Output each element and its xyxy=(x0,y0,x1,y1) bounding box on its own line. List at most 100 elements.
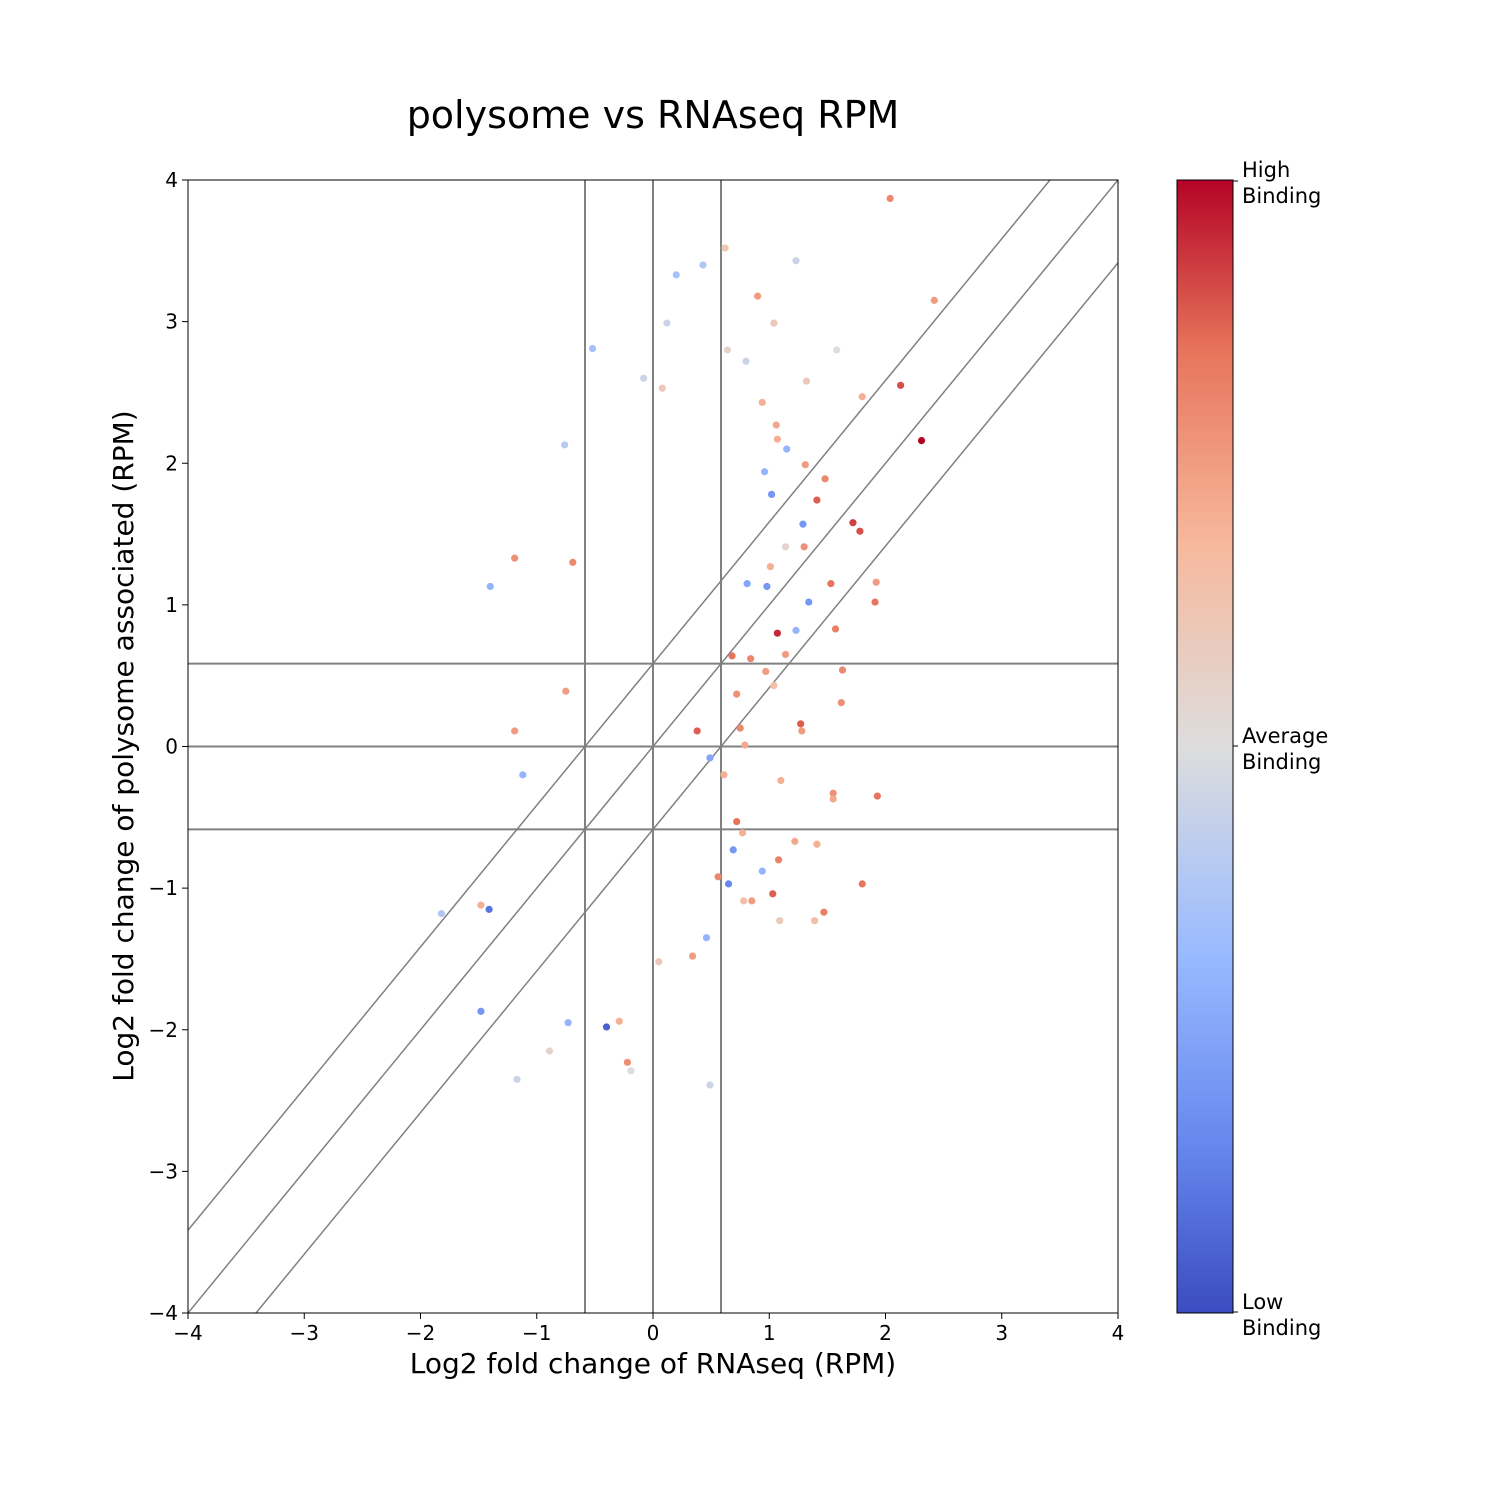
diagonal-reference-line-1 xyxy=(188,180,1118,1313)
y-tick-label: 2 xyxy=(165,451,178,475)
colorbar-label-mid: Average Binding xyxy=(1242,724,1335,774)
reference-lines xyxy=(188,180,1118,1313)
data-point xyxy=(747,655,755,663)
data-point xyxy=(838,666,847,674)
data-point xyxy=(728,652,736,660)
data-point xyxy=(774,856,783,864)
data-point xyxy=(769,890,777,898)
data-point xyxy=(564,1019,572,1027)
data-point xyxy=(805,598,813,606)
data-point xyxy=(801,461,809,469)
data-point xyxy=(856,527,864,535)
data-point xyxy=(672,271,680,279)
y-axis-ticks: −4 −3 −2 −1 0 1 2 3 4 xyxy=(149,168,188,1325)
colorbar-label-low: Low Binding xyxy=(1242,1290,1321,1340)
data-point xyxy=(781,543,790,551)
data-point xyxy=(702,934,711,942)
y-tick-label: 3 xyxy=(165,310,178,334)
data-point xyxy=(773,629,781,637)
data-point xyxy=(792,257,800,265)
data-point xyxy=(831,625,840,633)
data-point xyxy=(736,724,744,732)
data-point xyxy=(886,194,894,203)
data-point xyxy=(791,837,799,845)
colorbar: High Binding Average Binding Low Binding xyxy=(1176,158,1335,1340)
data-point xyxy=(849,519,857,527)
colorbar-label-high: High Binding xyxy=(1242,158,1321,208)
data-point xyxy=(827,580,835,588)
data-point xyxy=(800,543,808,551)
data-point xyxy=(588,344,597,353)
data-point xyxy=(513,1075,521,1083)
data-point xyxy=(763,582,771,591)
y-tick-label: −4 xyxy=(149,1301,178,1325)
data-point xyxy=(871,598,879,606)
data-point xyxy=(699,261,707,269)
data-point xyxy=(802,377,811,385)
data-point xyxy=(772,421,780,429)
x-tick-label: −3 xyxy=(290,1321,319,1345)
x-tick-label: −1 xyxy=(522,1321,551,1345)
chart-title: polysome vs RNAseq RPM xyxy=(407,93,900,137)
data-point xyxy=(792,626,800,634)
data-point xyxy=(783,445,791,453)
data-point xyxy=(758,867,766,875)
data-point xyxy=(762,667,770,676)
y-tick-label: 1 xyxy=(165,593,178,617)
x-tick-label: −2 xyxy=(406,1321,435,1345)
data-point xyxy=(829,789,837,797)
x-tick-label: −4 xyxy=(173,1321,202,1345)
data-point xyxy=(743,580,751,588)
diagonal-reference-line-2 xyxy=(255,261,1118,1313)
data-point xyxy=(770,319,778,327)
data-point xyxy=(798,727,806,735)
data-point xyxy=(740,897,748,905)
data-point xyxy=(742,357,750,365)
data-point xyxy=(821,475,829,483)
data-point xyxy=(721,244,729,252)
data-point xyxy=(724,880,733,888)
data-point xyxy=(930,296,938,304)
data-point xyxy=(688,952,697,960)
x-tick-label: 0 xyxy=(647,1321,660,1345)
data-point xyxy=(511,554,519,562)
data-point xyxy=(706,1081,714,1089)
data-point xyxy=(485,905,493,913)
data-point xyxy=(829,795,837,803)
data-point xyxy=(813,840,821,848)
data-point xyxy=(754,292,762,300)
colorbar-gradient xyxy=(1176,179,1234,1314)
data-point xyxy=(623,1058,632,1066)
data-point xyxy=(693,727,701,735)
x-tick-label: 2 xyxy=(879,1321,892,1345)
y-tick-label: −1 xyxy=(149,876,178,900)
data-point xyxy=(773,435,781,443)
data-point xyxy=(810,917,819,925)
data-point xyxy=(720,771,728,779)
data-point xyxy=(569,558,577,566)
y-axis-title: Log2 fold change of polysome associated … xyxy=(107,410,140,1081)
data-point xyxy=(733,817,741,826)
data-point xyxy=(602,1023,611,1031)
scatter-points xyxy=(437,194,938,1089)
data-point xyxy=(615,1017,623,1025)
data-point xyxy=(437,910,446,918)
data-point xyxy=(519,771,527,779)
data-point xyxy=(797,720,805,728)
data-point xyxy=(897,381,905,389)
x-tick-label: 4 xyxy=(1112,1321,1125,1345)
data-point xyxy=(477,901,485,909)
data-point xyxy=(758,398,766,406)
data-point xyxy=(545,1047,554,1055)
x-axis-title: Log2 fold change of RNAseq (RPM) xyxy=(410,1347,896,1380)
data-point xyxy=(781,650,790,659)
data-point xyxy=(562,687,570,695)
data-point xyxy=(799,520,807,528)
data-point xyxy=(872,578,880,586)
diagonal-reference-line-0 xyxy=(188,180,1051,1232)
data-point xyxy=(761,468,769,476)
y-tick-label: 4 xyxy=(165,168,178,192)
data-point xyxy=(658,384,666,392)
data-point xyxy=(777,776,785,785)
plot-area xyxy=(187,179,1119,1314)
